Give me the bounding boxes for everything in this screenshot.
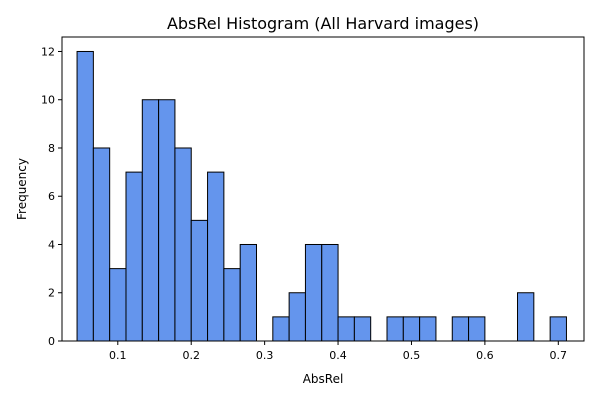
- histogram-bar: [468, 316, 486, 342]
- histogram-bar: [337, 316, 355, 342]
- histogram-bar: [174, 147, 192, 342]
- y-axis-label: Frequency: [15, 158, 29, 220]
- histogram-bar: [109, 268, 127, 342]
- y-axis-ticks: 0 2 4 6 8 10 12: [41, 45, 62, 348]
- histogram-bar: [190, 219, 209, 342]
- histogram-bar: [419, 316, 437, 342]
- histogram-bar: [386, 316, 404, 342]
- y-tick-label: 2: [48, 287, 55, 300]
- histogram-bar: [353, 316, 372, 342]
- x-tick-label: 0.1: [109, 349, 127, 362]
- histogram-bar: [125, 171, 143, 342]
- x-tick-label: 0.6: [476, 349, 494, 362]
- x-tick-label: 0.2: [182, 349, 200, 362]
- bars-group: [76, 50, 567, 342]
- y-tick-label: 12: [41, 45, 55, 58]
- x-axis-ticks: 0.1 0.2 0.3 0.4 0.5 0.6 0.7: [109, 341, 567, 362]
- x-axis-label: AbsRel: [303, 372, 344, 386]
- histogram-bar: [321, 243, 339, 342]
- y-tick-label: 6: [48, 190, 55, 203]
- histogram-bar: [223, 268, 241, 342]
- histogram-bar: [288, 292, 306, 342]
- x-tick-label: 0.4: [329, 349, 347, 362]
- histogram-bar: [272, 316, 290, 342]
- x-tick-label: 0.7: [550, 349, 568, 362]
- histogram-bar: [92, 147, 111, 342]
- chart-title: AbsRel Histogram (All Harvard images): [167, 14, 479, 33]
- histogram-bar: [207, 171, 225, 342]
- histogram-bar: [141, 99, 160, 342]
- histogram-bar: [402, 316, 421, 342]
- histogram-bar: [451, 316, 470, 342]
- plot-frame: [61, 36, 585, 342]
- y-tick-label: 4: [48, 238, 55, 251]
- y-tick-label: 8: [48, 142, 55, 155]
- histogram-bar: [76, 50, 94, 342]
- histogram-bar: [549, 316, 567, 342]
- histogram-bar: [158, 99, 176, 342]
- x-tick-label: 0.3: [256, 349, 274, 362]
- x-tick-label: 0.5: [403, 349, 421, 362]
- histogram-bar: [517, 292, 535, 342]
- y-tick-label: 0: [48, 335, 55, 348]
- histogram-bar: [239, 243, 257, 342]
- y-tick-label: 10: [41, 94, 55, 107]
- histogram-bar: [304, 243, 323, 342]
